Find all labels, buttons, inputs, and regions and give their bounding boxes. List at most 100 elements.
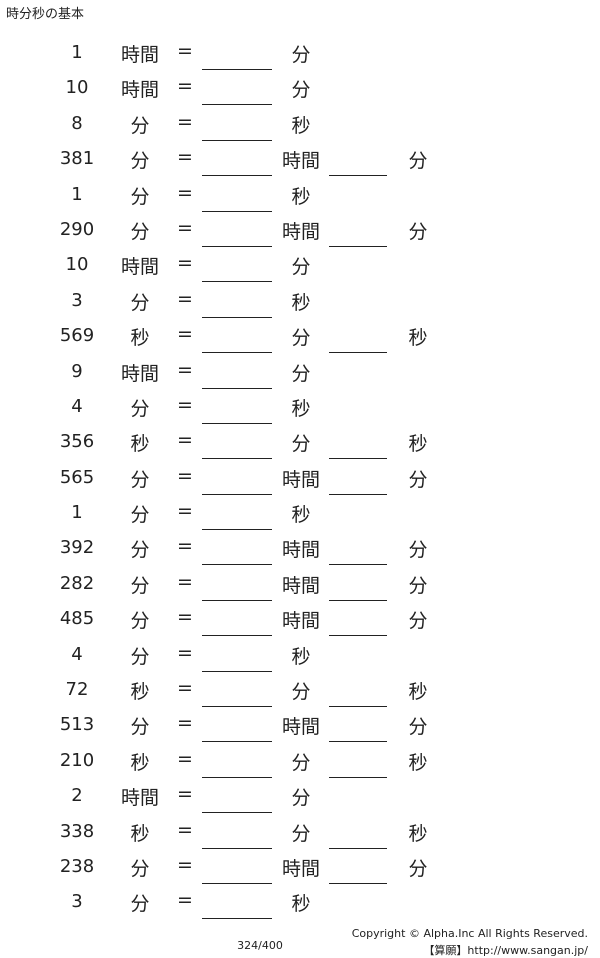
answer-blank[interactable] bbox=[202, 210, 272, 212]
answer-unit: 秒 bbox=[291, 645, 311, 668]
answer-blank[interactable] bbox=[202, 316, 272, 318]
equals-sign: = bbox=[177, 464, 193, 487]
equals-sign: = bbox=[177, 606, 193, 629]
given-unit: 時間 bbox=[120, 256, 159, 279]
answer-blank[interactable] bbox=[202, 918, 272, 920]
answer-blank-2[interactable] bbox=[329, 245, 387, 247]
problem-number: 1 bbox=[71, 183, 83, 205]
equals-sign: = bbox=[177, 889, 193, 912]
answer-unit-2: 分 bbox=[408, 610, 428, 633]
answer-unit: 分 bbox=[291, 327, 311, 350]
answer-blank[interactable] bbox=[202, 139, 272, 141]
answer-unit-2: 秒 bbox=[408, 822, 428, 845]
problem-row: 392 分 = 時間 分 bbox=[0, 531, 600, 566]
answer-blank[interactable] bbox=[202, 281, 272, 283]
answer-blank[interactable] bbox=[202, 599, 272, 601]
answer-blank[interactable] bbox=[202, 352, 272, 354]
answer-blank[interactable] bbox=[202, 69, 272, 70]
equals-sign: = bbox=[177, 747, 193, 770]
answer-unit: 分 bbox=[291, 433, 311, 456]
equals-sign: = bbox=[177, 393, 193, 416]
site-link[interactable]: 【算願】http://www.sangan.jp/ bbox=[423, 944, 588, 957]
problem-number: 338 bbox=[59, 820, 95, 842]
equals-sign: = bbox=[177, 323, 193, 346]
problem-row: 1 時間 = 分 bbox=[0, 36, 600, 71]
answer-blank-2[interactable] bbox=[329, 599, 387, 601]
equals-sign: = bbox=[177, 75, 193, 98]
answer-blank[interactable] bbox=[202, 776, 272, 778]
answer-blank-2[interactable] bbox=[329, 493, 387, 495]
answer-unit: 時間 bbox=[281, 857, 320, 880]
given-unit: 分 bbox=[130, 291, 150, 314]
answer-blank[interactable] bbox=[202, 245, 272, 247]
page-number: 324/400 bbox=[237, 939, 283, 952]
equals-sign: = bbox=[177, 110, 193, 133]
problem-row: 356 秒 = 分 秒 bbox=[0, 425, 600, 460]
answer-unit: 分 bbox=[291, 256, 311, 279]
problem-row: 1 分 = 秒 bbox=[0, 178, 600, 213]
problem-number: 2 bbox=[71, 785, 83, 807]
problem-row: 10 時間 = 分 bbox=[0, 71, 600, 106]
given-unit: 時間 bbox=[120, 787, 159, 810]
answer-unit: 秒 bbox=[291, 893, 311, 916]
answer-blank-2[interactable] bbox=[329, 706, 387, 708]
answer-blank-2[interactable] bbox=[329, 847, 387, 849]
problem-number: 3 bbox=[71, 289, 83, 311]
answer-unit: 分 bbox=[291, 787, 311, 810]
answer-unit: 分 bbox=[291, 362, 311, 385]
answer-blank[interactable] bbox=[202, 741, 272, 743]
answer-blank[interactable] bbox=[202, 493, 272, 495]
problem-number: 356 bbox=[59, 431, 95, 453]
answer-blank[interactable] bbox=[202, 670, 272, 672]
answer-blank[interactable] bbox=[202, 387, 272, 389]
given-unit: 秒 bbox=[130, 822, 150, 845]
given-unit: 時間 bbox=[120, 44, 159, 66]
problem-number: 9 bbox=[71, 360, 83, 382]
given-unit: 分 bbox=[130, 397, 150, 420]
answer-unit: 秒 bbox=[291, 291, 311, 314]
answer-blank[interactable] bbox=[202, 422, 272, 424]
answer-blank[interactable] bbox=[202, 882, 272, 884]
answer-blank[interactable] bbox=[202, 847, 272, 849]
answer-blank[interactable] bbox=[202, 812, 272, 814]
answer-unit: 秒 bbox=[291, 504, 311, 527]
answer-blank[interactable] bbox=[202, 175, 272, 177]
given-unit: 時間 bbox=[120, 362, 159, 385]
equals-sign: = bbox=[177, 40, 193, 62]
answer-blank[interactable] bbox=[202, 706, 272, 708]
answer-blank[interactable] bbox=[202, 458, 272, 460]
answer-blank-2[interactable] bbox=[329, 352, 387, 354]
problem-number: 485 bbox=[59, 608, 95, 630]
equals-sign: = bbox=[177, 500, 193, 523]
problem-number: 10 bbox=[65, 77, 89, 99]
copyright-notice: Copyright © Alpha.Inc All Rights Reserve… bbox=[351, 927, 588, 940]
answer-blank-2[interactable] bbox=[329, 635, 387, 637]
answer-blank-2[interactable] bbox=[329, 776, 387, 778]
page-title: 時分秒の基本 bbox=[6, 7, 85, 22]
answer-unit: 時間 bbox=[281, 610, 320, 633]
answer-blank-2[interactable] bbox=[329, 741, 387, 743]
given-unit: 秒 bbox=[130, 751, 150, 774]
answer-blank[interactable] bbox=[202, 104, 272, 106]
equals-sign: = bbox=[177, 570, 193, 593]
answer-blank[interactable] bbox=[202, 529, 272, 531]
answer-unit-2: 分 bbox=[408, 574, 428, 597]
problem-row: 338 秒 = 分 秒 bbox=[0, 815, 600, 850]
answer-unit-2: 秒 bbox=[408, 327, 428, 350]
given-unit: 分 bbox=[130, 574, 150, 597]
given-unit: 秒 bbox=[130, 681, 150, 704]
answer-blank[interactable] bbox=[202, 635, 272, 637]
equals-sign: = bbox=[177, 146, 193, 169]
answer-blank-2[interactable] bbox=[329, 175, 387, 177]
answer-blank[interactable] bbox=[202, 564, 272, 566]
answer-blank-2[interactable] bbox=[329, 882, 387, 884]
answer-blank-2[interactable] bbox=[329, 458, 387, 460]
answer-unit: 秒 bbox=[291, 397, 311, 420]
problem-row: 282 分 = 時間 分 bbox=[0, 567, 600, 602]
answer-unit: 分 bbox=[291, 822, 311, 845]
answer-blank-2[interactable] bbox=[329, 564, 387, 566]
problem-row: 569 秒 = 分 秒 bbox=[0, 319, 600, 354]
answer-unit: 秒 bbox=[291, 185, 311, 208]
answer-unit: 時間 bbox=[281, 150, 320, 173]
problem-row: 513 分 = 時間 分 bbox=[0, 708, 600, 743]
